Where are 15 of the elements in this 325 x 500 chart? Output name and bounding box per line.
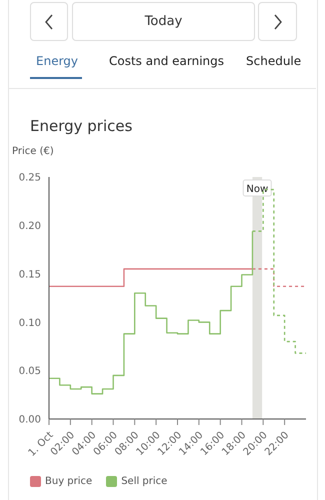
text: Schedule [246, 54, 302, 68]
y-tick-label: 0.05 [18, 366, 41, 378]
band-label: Now [246, 184, 268, 195]
y-tick-label: 0.10 [18, 318, 41, 329]
text: Today [72, 2, 255, 41]
y-tick-label: 0.00 [18, 414, 41, 426]
text: Costs and earnings [109, 54, 224, 68]
chart-title: Energy prices [30, 117, 132, 135]
y-tick-label: 0.25 [18, 172, 41, 184]
legend-label: Buy price [45, 476, 92, 487]
y-tick-label: 0.15 [18, 269, 41, 280]
legend-label: Sell price [121, 476, 168, 487]
y-axis-title: Price (€) [12, 146, 54, 157]
text: Energy [36, 54, 78, 68]
y-tick-label: 0.20 [18, 220, 41, 232]
